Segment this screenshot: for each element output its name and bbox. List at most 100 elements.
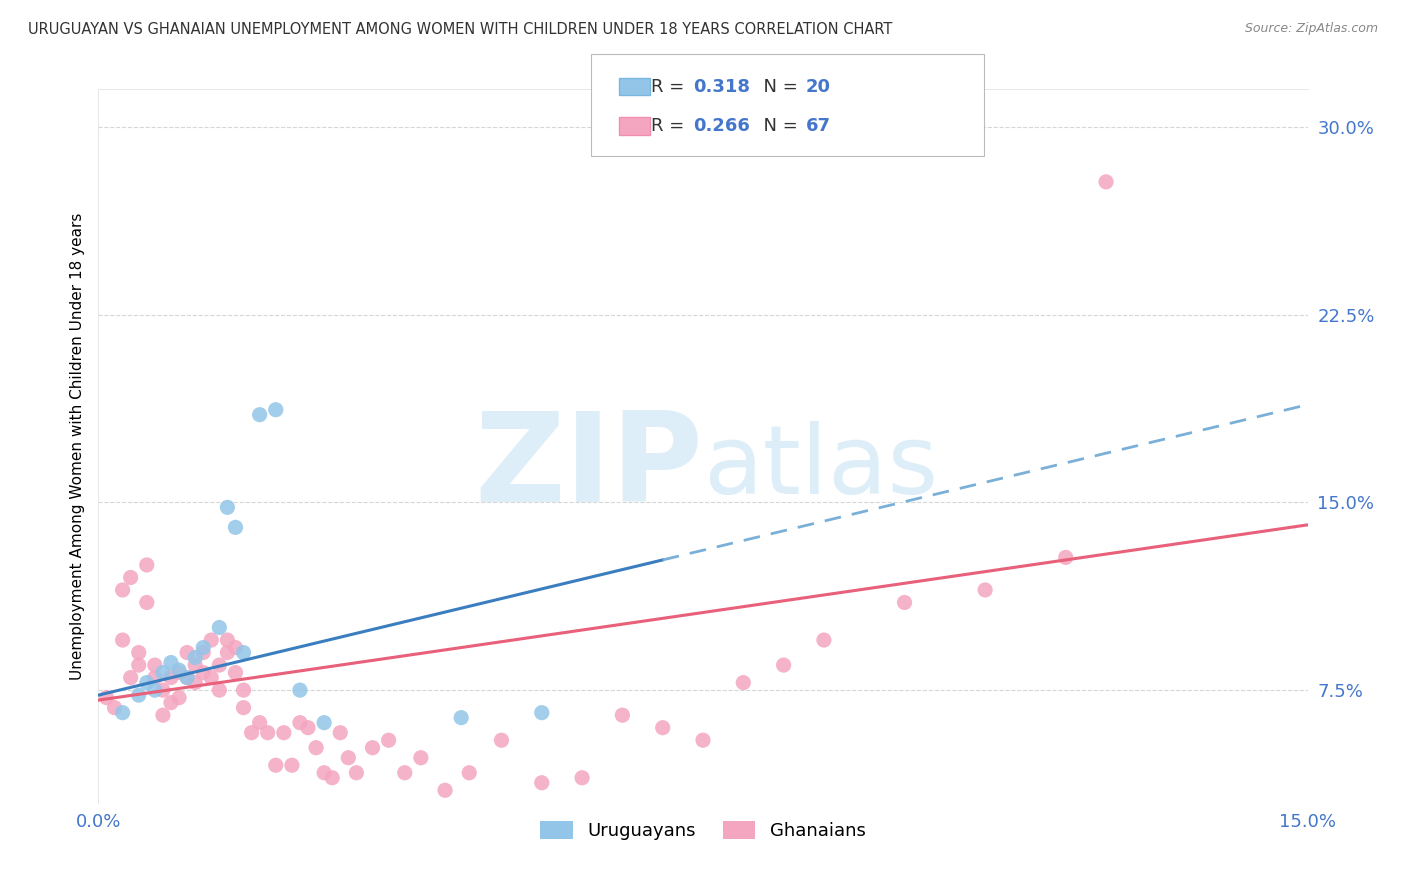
Text: 0.318: 0.318 xyxy=(693,78,751,95)
Point xyxy=(120,570,142,584)
Text: N =: N = xyxy=(752,78,804,95)
Point xyxy=(184,675,207,690)
Point xyxy=(733,675,755,690)
Text: R =: R = xyxy=(651,117,690,135)
Point xyxy=(135,595,157,609)
Point xyxy=(772,658,794,673)
Point xyxy=(264,402,287,417)
Point xyxy=(434,783,457,797)
Point xyxy=(612,708,634,723)
Point xyxy=(224,640,246,655)
Text: 67: 67 xyxy=(806,117,831,135)
Point xyxy=(314,765,336,780)
Text: ZIP: ZIP xyxy=(474,407,703,528)
Point xyxy=(974,582,997,597)
Point xyxy=(217,500,239,515)
Point xyxy=(224,665,246,680)
Point xyxy=(232,700,254,714)
Text: 0.266: 0.266 xyxy=(693,117,749,135)
Point xyxy=(160,671,183,685)
Point xyxy=(111,706,134,720)
Point xyxy=(288,683,311,698)
Point xyxy=(409,750,432,764)
Point xyxy=(111,633,134,648)
Point xyxy=(314,715,336,730)
Point xyxy=(217,646,239,660)
Point xyxy=(249,715,271,730)
Point xyxy=(208,683,231,698)
Point xyxy=(571,771,593,785)
Point xyxy=(152,683,174,698)
Point xyxy=(143,683,166,698)
Point xyxy=(321,771,343,785)
Legend: Uruguayans, Ghanaians: Uruguayans, Ghanaians xyxy=(533,814,873,847)
Point xyxy=(208,621,231,635)
Point xyxy=(281,758,304,772)
Point xyxy=(193,665,215,680)
Point xyxy=(152,708,174,723)
Point xyxy=(305,740,328,755)
Point xyxy=(120,671,142,685)
Point xyxy=(184,650,207,665)
Point xyxy=(152,665,174,680)
Point xyxy=(160,696,183,710)
Point xyxy=(450,711,472,725)
Point xyxy=(458,765,481,780)
Point xyxy=(167,690,190,705)
Point xyxy=(893,595,915,609)
Point xyxy=(200,671,222,685)
Point xyxy=(167,665,190,680)
Point xyxy=(1095,175,1118,189)
Point xyxy=(264,758,287,772)
Point xyxy=(297,721,319,735)
Point xyxy=(176,671,198,685)
Y-axis label: Unemployment Among Women with Children Under 18 years: Unemployment Among Women with Children U… xyxy=(69,212,84,680)
Point xyxy=(530,706,553,720)
Point xyxy=(651,721,673,735)
Point xyxy=(288,715,311,730)
Point xyxy=(176,671,198,685)
Point xyxy=(377,733,399,747)
Point xyxy=(143,671,166,685)
Point xyxy=(167,663,190,677)
Text: 20: 20 xyxy=(806,78,831,95)
Point xyxy=(337,750,360,764)
Point xyxy=(135,675,157,690)
Text: R =: R = xyxy=(651,78,690,95)
Point xyxy=(103,700,125,714)
Point xyxy=(200,633,222,648)
Point xyxy=(256,725,278,739)
Point xyxy=(208,658,231,673)
Point xyxy=(240,725,263,739)
Point xyxy=(394,765,416,780)
Point xyxy=(232,683,254,698)
Point xyxy=(329,725,352,739)
Point xyxy=(111,582,134,597)
Point xyxy=(128,658,150,673)
Point xyxy=(184,658,207,673)
Point xyxy=(128,688,150,702)
Point xyxy=(96,690,118,705)
Point xyxy=(176,646,198,660)
Point xyxy=(143,658,166,673)
Point xyxy=(232,646,254,660)
Point xyxy=(135,558,157,572)
Point xyxy=(128,646,150,660)
Point xyxy=(193,640,215,655)
Point xyxy=(361,740,384,755)
Point xyxy=(249,408,271,422)
Text: URUGUAYAN VS GHANAIAN UNEMPLOYMENT AMONG WOMEN WITH CHILDREN UNDER 18 YEARS CORR: URUGUAYAN VS GHANAIAN UNEMPLOYMENT AMONG… xyxy=(28,22,893,37)
Point xyxy=(692,733,714,747)
Point xyxy=(160,656,183,670)
Point xyxy=(273,725,295,739)
Text: N =: N = xyxy=(752,117,804,135)
Point xyxy=(813,633,835,648)
Text: atlas: atlas xyxy=(703,421,938,514)
Point xyxy=(1054,550,1077,565)
Point xyxy=(224,520,246,534)
Point xyxy=(193,646,215,660)
Point xyxy=(344,765,367,780)
Point xyxy=(217,633,239,648)
Text: Source: ZipAtlas.com: Source: ZipAtlas.com xyxy=(1244,22,1378,36)
Point xyxy=(491,733,513,747)
